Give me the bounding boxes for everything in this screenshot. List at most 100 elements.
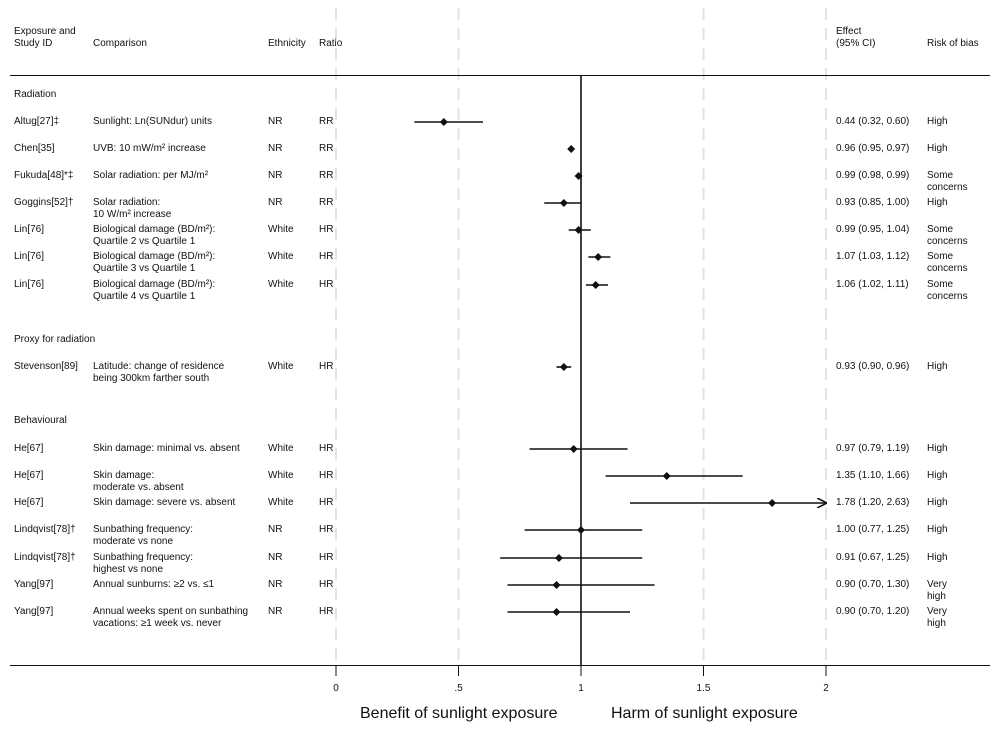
risk-line: concerns bbox=[927, 236, 968, 247]
effect-cell: 0.96 (0.95, 0.97) bbox=[836, 143, 910, 154]
effect-cell: 0.99 (0.98, 0.99) bbox=[836, 170, 910, 181]
x-tick-label: .5 bbox=[454, 683, 463, 694]
risk-line: High bbox=[927, 197, 948, 208]
ethnicity-cell: NR bbox=[268, 170, 283, 181]
study-id: Goggins[52]† bbox=[14, 197, 74, 208]
header-exposure-line2: Study ID bbox=[14, 38, 53, 49]
point-estimate bbox=[559, 363, 568, 371]
comparison-line: moderate vs. absent bbox=[93, 482, 184, 493]
comparison-line: Biological damage (BD/m²): bbox=[93, 279, 216, 290]
risk-line: High bbox=[927, 524, 948, 535]
effect-cell: 1.78 (1.20, 2.63) bbox=[836, 497, 910, 508]
risk-cell: High bbox=[927, 443, 948, 455]
risk-line: high bbox=[927, 618, 946, 629]
risk-line: High bbox=[927, 470, 948, 481]
risk-line: High bbox=[927, 361, 948, 372]
ethnicity-cell: White bbox=[268, 470, 294, 481]
comparison-cell: UVB: 10 mW/m² increase bbox=[93, 143, 206, 155]
ratio-cell: HR bbox=[319, 224, 334, 235]
risk-line: concerns bbox=[927, 182, 968, 193]
point-estimate bbox=[574, 226, 583, 234]
ethnicity-cell: White bbox=[268, 361, 294, 372]
x-tick-label: 2 bbox=[823, 683, 829, 694]
risk-cell: Very high bbox=[927, 606, 947, 630]
header-exposure: Exposure and Study ID bbox=[14, 26, 76, 50]
point-estimate bbox=[554, 554, 563, 562]
comparison-cell: Annual weeks spent on sunbathing vacation… bbox=[93, 606, 248, 630]
study-id: He[67] bbox=[14, 443, 44, 454]
ratio-cell: RR bbox=[319, 170, 334, 181]
comparison-cell: Biological damage (BD/m²): Quartile 3 vs … bbox=[93, 251, 215, 275]
comparison-cell: Skin damage: minimal vs. absent bbox=[93, 443, 240, 455]
ratio-cell: HR bbox=[319, 443, 334, 454]
comparison-line: moderate vs none bbox=[93, 536, 174, 547]
risk-line: concerns bbox=[927, 291, 968, 302]
comparison-line: Sunlight: Ln(SUNdur) units bbox=[93, 116, 212, 127]
ethnicity-cell: NR bbox=[268, 197, 283, 208]
section-proxy: Proxy for radiation bbox=[14, 334, 96, 345]
effect-cell: 0.90 (0.70, 1.20) bbox=[836, 606, 910, 617]
risk-line: Very bbox=[927, 606, 948, 617]
comparison-line: Quartile 2 vs Quartile 1 bbox=[93, 236, 196, 247]
point-estimate bbox=[567, 145, 576, 153]
comparison-cell: Biological damage (BD/m²): Quartile 4 vs … bbox=[93, 279, 215, 303]
comparison-line: Biological damage (BD/m²): bbox=[93, 224, 216, 235]
risk-line: concerns bbox=[927, 263, 968, 274]
effect-cell: 0.93 (0.90, 0.96) bbox=[836, 361, 910, 372]
effect-cell: 0.44 (0.32, 0.60) bbox=[836, 116, 910, 127]
header-rule bbox=[10, 75, 990, 76]
study-id: Lin[76] bbox=[14, 279, 45, 290]
comparison-line: 10 W/m² increase bbox=[93, 209, 172, 220]
header-effect-line2: (95% CI) bbox=[836, 38, 876, 49]
point-estimate bbox=[439, 118, 448, 126]
ethnicity-cell: NR bbox=[268, 524, 283, 535]
comparison-line: Solar radiation: per MJ/m² bbox=[93, 170, 209, 181]
ratio-cell: RR bbox=[319, 197, 334, 208]
header-effect: Effect (95% CI) bbox=[836, 26, 875, 50]
header-ethnicity: Ethnicity bbox=[268, 38, 306, 49]
ethnicity-cell: NR bbox=[268, 143, 283, 154]
comparison-line: Skin damage: bbox=[93, 470, 155, 481]
comparison-line: Biological damage (BD/m²): bbox=[93, 251, 216, 262]
point-estimate bbox=[577, 526, 585, 534]
point-estimate bbox=[574, 172, 583, 180]
comparison-cell: Solar radiation: 10 W/m² increase bbox=[93, 197, 171, 221]
risk-line: Some bbox=[927, 224, 954, 235]
study-id: He[67] bbox=[14, 497, 44, 508]
x-tick-label: 1.5 bbox=[697, 683, 711, 694]
comparison-line: Skin damage: minimal vs. absent bbox=[93, 443, 240, 454]
comparison-line: being 300km farther south bbox=[93, 373, 210, 384]
risk-cell: High bbox=[927, 143, 948, 155]
ratio-cell: HR bbox=[319, 251, 334, 262]
comparison-line: highest vs none bbox=[93, 564, 164, 575]
risk-line: high bbox=[927, 591, 946, 602]
comparison-cell: Sunbathing frequency: highest vs none bbox=[93, 552, 193, 576]
risk-cell: Some concerns bbox=[927, 170, 968, 194]
risk-cell: High bbox=[927, 497, 948, 509]
effect-cell: 0.90 (0.70, 1.30) bbox=[836, 579, 910, 590]
study-id: Yang[97] bbox=[14, 606, 54, 617]
risk-cell: High bbox=[927, 470, 948, 482]
comparison-line: Annual sunburns: ≥2 vs. ≤1 bbox=[93, 579, 215, 590]
risk-line: High bbox=[927, 443, 948, 454]
comparison-cell: Biological damage (BD/m²): Quartile 2 vs … bbox=[93, 224, 215, 248]
risk-line: Very bbox=[927, 579, 948, 590]
ratio-cell: HR bbox=[319, 497, 334, 508]
ethnicity-cell: White bbox=[268, 251, 294, 262]
point-estimate bbox=[594, 253, 603, 261]
header-exposure-line1: Exposure and bbox=[14, 26, 76, 37]
risk-cell: High bbox=[927, 524, 948, 536]
effect-cell: 1.35 (1.10, 1.66) bbox=[836, 470, 910, 481]
ratio-cell: HR bbox=[319, 606, 334, 617]
comparison-line: Annual weeks spent on sunbathing bbox=[93, 606, 249, 617]
ethnicity-cell: White bbox=[268, 497, 294, 508]
comparison-cell: Sunlight: Ln(SUNdur) units bbox=[93, 116, 212, 128]
comparison-cell: Latitude: change of residence being 300km… bbox=[93, 361, 224, 385]
ratio-cell: HR bbox=[319, 552, 334, 563]
risk-line: Some bbox=[927, 170, 954, 181]
comparison-cell: Sunbathing frequency: moderate vs none bbox=[93, 524, 193, 548]
ratio-cell: RR bbox=[319, 116, 334, 127]
ratio-cell: HR bbox=[319, 579, 334, 590]
comparison-cell: Annual sunburns: ≥2 vs. ≤1 bbox=[93, 579, 214, 591]
